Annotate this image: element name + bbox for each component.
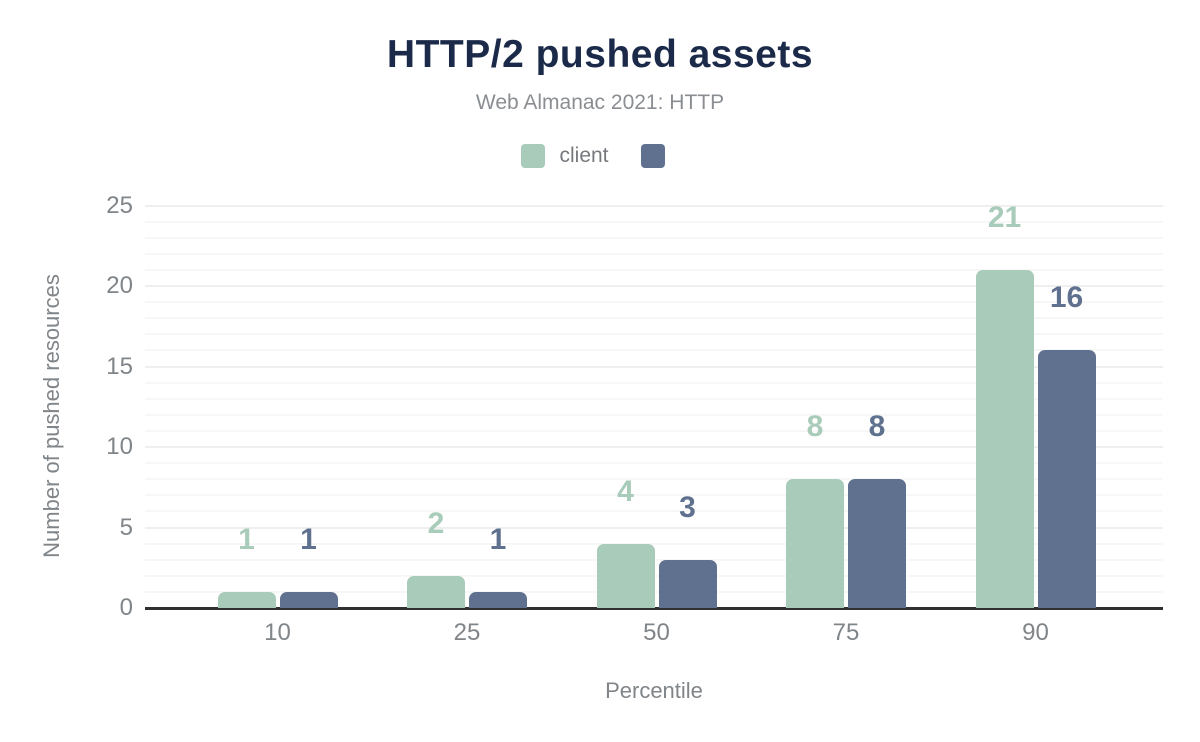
gridline-minor	[145, 542, 1163, 545]
y-tick-label: 10	[106, 433, 133, 460]
bar-client-p10[interactable]	[217, 591, 276, 608]
x-tick-label-p50: 50	[643, 619, 670, 646]
gridline-minor	[145, 333, 1163, 336]
page-subtitle: Web Almanac 2021: HTTP	[475, 91, 725, 114]
gridline-minor	[145, 510, 1163, 513]
gridline-minor	[145, 397, 1163, 400]
bar-client-p75-value-label: 8	[806, 410, 824, 444]
gridline-minor	[145, 317, 1163, 320]
x-tick-label-p10: 10	[264, 619, 291, 646]
page-title: HTTP/2 pushed assets	[386, 33, 814, 76]
y-tick-label: 25	[106, 191, 133, 219]
x-tick-label-p75: 75	[832, 619, 860, 646]
gridline-major	[145, 204, 1163, 207]
legend-label-client: client	[559, 144, 609, 167]
gridline-minor	[145, 494, 1163, 497]
bar-client-p50[interactable]	[596, 543, 655, 608]
bar-series2-p50-value-label: 3	[679, 490, 696, 524]
bar-client-p25[interactable]	[407, 575, 465, 608]
gridline-major	[145, 526, 1163, 529]
gridline-minor	[145, 220, 1163, 223]
x-axis-line	[145, 607, 1163, 610]
gridline-major	[145, 365, 1163, 368]
bar-series2-p75-value-label: 8	[868, 410, 886, 444]
gridline-minor	[145, 381, 1163, 384]
bar-client-p75[interactable]	[786, 479, 844, 608]
bar-series2-p50[interactable]	[658, 559, 717, 608]
gridline-minor	[145, 478, 1163, 481]
x-tick-label-p25: 25	[453, 619, 481, 646]
gridline-major	[145, 285, 1163, 287]
bar-series2-p10[interactable]	[279, 591, 338, 608]
bar-client-p50-value-label: 4	[617, 474, 634, 508]
y-tick-label: 15	[106, 352, 133, 380]
bar-client-p90[interactable]	[975, 269, 1034, 608]
x-axis-title: Percentile	[605, 678, 703, 703]
y-tick-label: 20	[106, 272, 133, 299]
bar-series2-p25[interactable]	[469, 591, 527, 608]
bar-client-p10-value-label: 1	[238, 522, 255, 556]
legend: client	[0, 144, 1200, 168]
bar-series2-p75[interactable]	[848, 479, 906, 608]
bar-client-p90-value-label: 21	[987, 200, 1022, 234]
gridline-minor	[145, 252, 1163, 255]
gridline-major	[145, 446, 1163, 448]
gridline-minor	[145, 236, 1163, 239]
bar-series2-p10-value-label: 1	[300, 522, 317, 556]
gridline-minor	[145, 268, 1163, 271]
gridline-minor	[145, 301, 1163, 304]
legend-swatch-series2-icon	[640, 144, 665, 168]
y-tick-label: 0	[119, 594, 133, 621]
gridline-minor	[145, 429, 1163, 432]
legend-item-client: client	[521, 144, 609, 168]
gridline-minor	[145, 462, 1163, 465]
bar-client-p25-value-label: 2	[427, 506, 445, 540]
x-tick-label-p90: 90	[1022, 619, 1049, 646]
gridline-minor	[145, 413, 1163, 416]
legend-swatch-client-icon	[521, 144, 546, 168]
gridline-minor	[145, 349, 1163, 352]
bar-series2-p90-value-label: 16	[1049, 281, 1084, 315]
bar-series2-p90[interactable]	[1037, 350, 1096, 608]
bar-series2-p25-value-label: 1	[489, 522, 507, 556]
y-tick-label: 5	[119, 513, 133, 541]
legend-item-series2	[640, 144, 679, 168]
